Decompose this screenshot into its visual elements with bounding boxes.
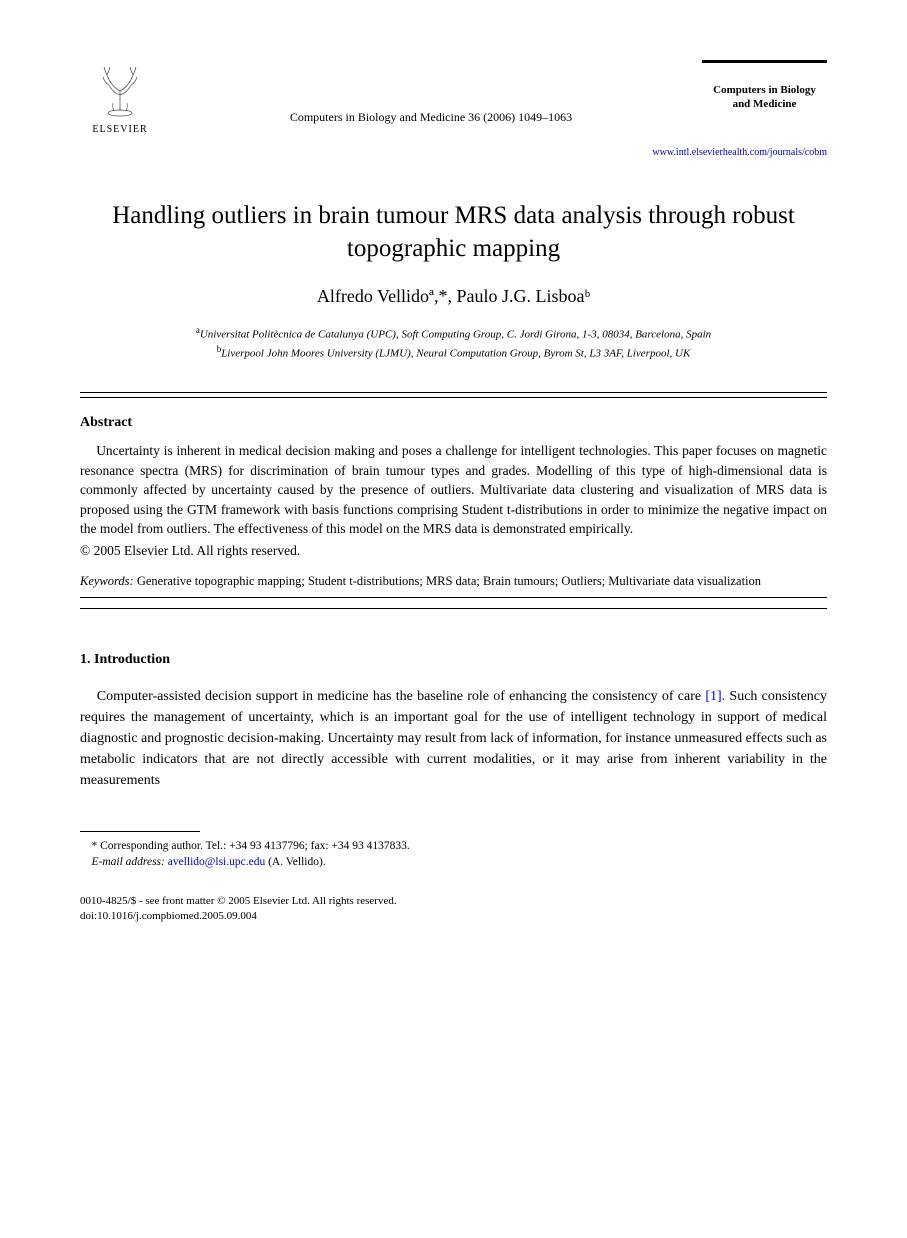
email-label: E-mail address: xyxy=(92,856,165,868)
abstract-body: Uncertainty is inherent in medical decis… xyxy=(80,441,827,539)
citation-link-1[interactable]: [1] xyxy=(705,689,721,704)
publisher-name: ELSEVIER xyxy=(92,122,147,137)
footer-line1: 0010-4825/$ - see front matter © 2005 El… xyxy=(80,894,827,909)
email-footnote: E-mail address: avellido@lsi.upc.edu (A.… xyxy=(80,854,827,870)
affiliation-b: bLiverpool John Moores University (LJMU)… xyxy=(80,343,827,362)
para1-pre: Computer-assisted decision support in me… xyxy=(97,689,706,704)
abstract-heading: Abstract xyxy=(80,412,827,433)
header-row: ELSEVIER Computers in Biology and Medici… xyxy=(80,60,827,137)
section-1-paragraph: Computer-assisted decision support in me… xyxy=(80,686,827,791)
abstract-copyright: © 2005 Elsevier Ltd. All rights reserved… xyxy=(80,541,827,561)
elsevier-tree-icon xyxy=(90,60,150,120)
journal-box-line1: Computers in Biology xyxy=(702,83,827,97)
section-1-heading: 1. Introduction xyxy=(80,649,827,670)
affiliations: aUniversitat Politècnica de Catalunya (U… xyxy=(80,324,827,362)
keywords-label: Keywords: xyxy=(80,574,134,588)
email-attribution: (A. Vellido). xyxy=(268,856,326,868)
journal-title-box: Computers in Biology and Medicine xyxy=(702,60,827,112)
divider xyxy=(80,597,827,598)
authors: Alfredo Vellidoª,*, Paulo J.G. Lisboaᵇ xyxy=(80,283,827,310)
author-email[interactable]: avellido@lsi.upc.edu xyxy=(168,856,265,868)
journal-box-line2: and Medicine xyxy=(702,97,827,111)
divider xyxy=(80,608,827,609)
corresponding-author-footnote: * Corresponding author. Tel.: +34 93 413… xyxy=(80,838,827,854)
affiliation-a: aUniversitat Politècnica de Catalunya (U… xyxy=(80,324,827,343)
footnote-divider xyxy=(80,831,200,832)
journal-reference: Computers in Biology and Medicine 36 (20… xyxy=(160,60,702,126)
affiliation-a-text: Universitat Politècnica de Catalunya (UP… xyxy=(200,329,711,341)
keywords-text: Generative topographic mapping; Student … xyxy=(137,574,761,588)
affiliation-b-text: Liverpool John Moores University (LJMU),… xyxy=(221,348,690,360)
article-title: Handling outliers in brain tumour MRS da… xyxy=(80,200,827,265)
keywords: Keywords: Generative topographic mapping… xyxy=(80,573,827,591)
publisher-logo: ELSEVIER xyxy=(80,60,160,137)
journal-url[interactable]: www.intl.elsevierhealth.com/journals/cob… xyxy=(80,145,827,160)
divider xyxy=(80,397,827,398)
divider xyxy=(80,392,827,393)
footer: 0010-4825/$ - see front matter © 2005 El… xyxy=(80,894,827,925)
footer-line2: doi:10.1016/j.compbiomed.2005.09.004 xyxy=(80,909,827,924)
